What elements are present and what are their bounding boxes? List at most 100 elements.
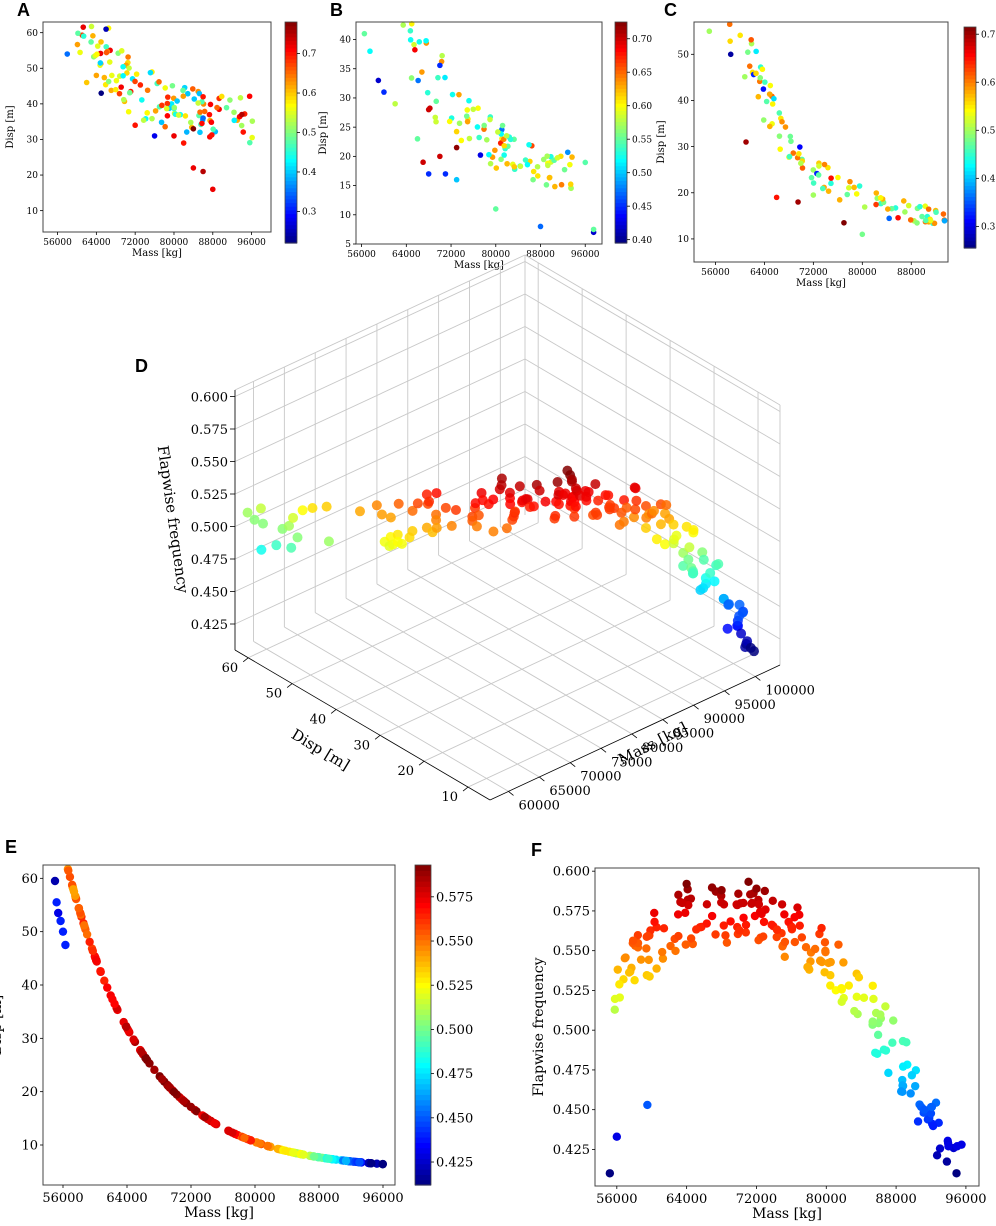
- data-point: [707, 883, 717, 892]
- data-point: [661, 500, 672, 511]
- colorbar-band: [964, 214, 976, 220]
- data-point: [583, 486, 594, 497]
- colorbar-band: [415, 977, 431, 983]
- scatter-points-B: [361, 21, 597, 236]
- data-point: [834, 940, 843, 949]
- colorbar-band: [615, 25, 627, 30]
- colorbar-band: [285, 95, 297, 100]
- colorbar-band: [964, 45, 976, 50]
- data-point: [540, 156, 547, 163]
- data-point: [810, 944, 820, 954]
- data-point: [767, 920, 776, 929]
- data-point: [231, 117, 238, 124]
- data-point: [760, 117, 767, 123]
- colorbar-band: [285, 47, 297, 53]
- data-point: [686, 894, 696, 903]
- disp-tick-label: 50: [266, 687, 283, 702]
- data-point: [425, 106, 432, 113]
- data-point: [645, 972, 654, 981]
- data-point: [826, 957, 835, 967]
- data-point: [759, 917, 769, 927]
- wall-grid-line: [524, 261, 781, 412]
- colorbar-band: [964, 225, 976, 231]
- data-point: [94, 51, 100, 58]
- colorbar-band: [285, 231, 297, 237]
- colorbar-band: [285, 209, 297, 215]
- data-point: [753, 70, 759, 77]
- colorbar-tick-label: 0.7: [981, 30, 996, 40]
- disp-tick-mark: [418, 760, 425, 766]
- colorbar-band: [615, 125, 627, 130]
- colorbar-band: [285, 88, 297, 93]
- colorbar-band: [415, 1174, 431, 1181]
- data-point: [582, 159, 589, 166]
- data-point: [64, 51, 71, 57]
- data-point: [853, 191, 860, 197]
- data-point: [189, 86, 196, 92]
- data-point: [905, 202, 912, 209]
- data-point: [299, 1150, 308, 1159]
- data-point: [483, 137, 490, 143]
- data-point: [683, 554, 694, 565]
- colorbar-band: [285, 103, 297, 108]
- colorbar-band: [415, 971, 431, 978]
- data-point: [120, 63, 126, 70]
- data-point: [780, 952, 789, 961]
- colorbar-band: [964, 74, 976, 80]
- data-point: [889, 1016, 898, 1025]
- axes-frame-E: [42, 864, 396, 1186]
- colorbar-band: [415, 1089, 431, 1095]
- x-tick-label: 96000: [237, 238, 266, 248]
- data-point: [323, 536, 334, 547]
- data-point: [940, 211, 947, 217]
- data-point: [797, 144, 803, 150]
- x-tick-label: 80000: [234, 1191, 275, 1206]
- colorbar-band: [964, 60, 976, 65]
- data-point: [801, 943, 811, 952]
- data-point: [957, 1140, 966, 1149]
- colorbar-band: [285, 150, 297, 156]
- y-tick-label: 40: [21, 979, 38, 994]
- data-point: [643, 1100, 652, 1110]
- data-point: [737, 607, 748, 618]
- wall-grid-line: [234, 261, 526, 397]
- panel-label-D: D: [135, 356, 148, 376]
- colorbar-band: [615, 161, 627, 167]
- mass-tick-mark: [693, 704, 699, 710]
- colorbar-band: [285, 228, 297, 233]
- colorbar-band: [415, 1110, 431, 1117]
- y-tick-label: 10: [27, 207, 39, 217]
- data-point: [630, 976, 639, 985]
- mass-tick-mark: [539, 776, 545, 782]
- data-point: [869, 994, 878, 1004]
- colorbar-band: [964, 200, 976, 205]
- colorbar-band: [615, 132, 627, 137]
- data-point: [321, 501, 332, 512]
- x-tick-label: 64000: [392, 250, 421, 260]
- data-point: [628, 936, 638, 945]
- colorbar-band: [615, 154, 627, 159]
- data-point: [412, 498, 423, 509]
- y-tick-label: 20: [27, 171, 39, 181]
- data-point: [906, 1089, 915, 1098]
- colorbar-band: [615, 198, 627, 204]
- data-point: [501, 152, 507, 158]
- data-point: [126, 89, 133, 96]
- colorbar-band: [615, 139, 627, 145]
- data-point: [702, 900, 712, 909]
- data-point: [837, 984, 846, 993]
- data-point: [158, 119, 165, 126]
- data-point: [210, 1118, 219, 1128]
- data-point: [416, 39, 423, 45]
- colorbar-band: [615, 95, 627, 100]
- colorbar-band: [415, 913, 431, 919]
- data-point: [852, 992, 861, 1002]
- x-tick-label: 96000: [362, 1191, 403, 1206]
- data-point: [688, 568, 699, 579]
- data-point: [137, 1047, 146, 1057]
- floor-grid-line: [407, 569, 663, 720]
- panel-F: F 56000 64000 72000 80000 88000 96000 0.425 0.45…: [531, 840, 987, 1222]
- colorbar-band: [285, 154, 297, 159]
- mass-tick-label: 95000: [734, 698, 775, 713]
- data-point: [902, 1038, 911, 1047]
